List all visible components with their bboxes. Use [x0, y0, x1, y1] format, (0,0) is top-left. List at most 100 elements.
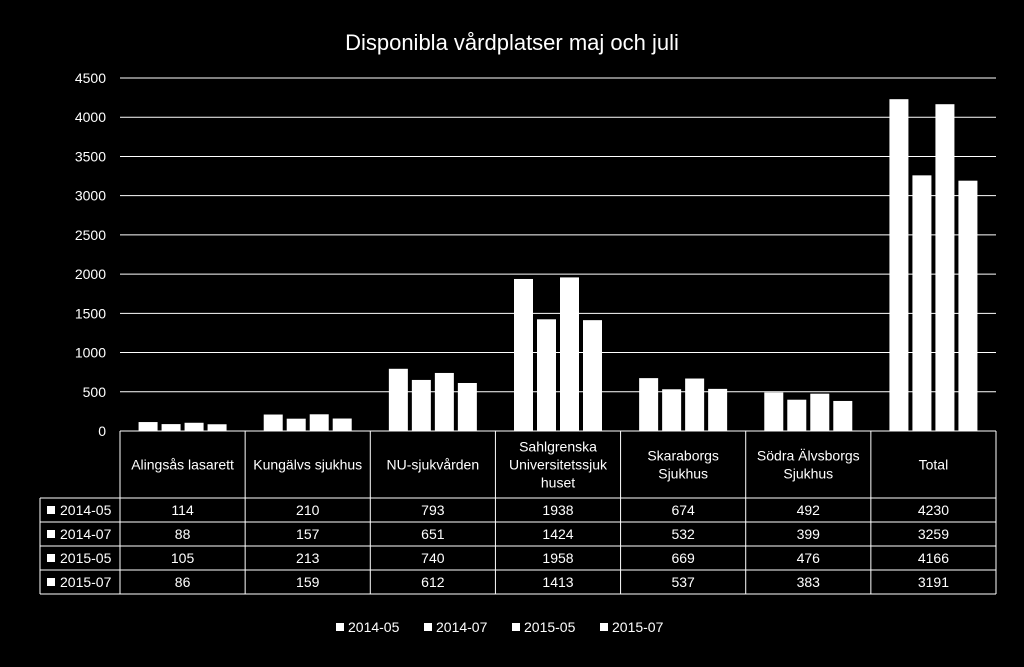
bar-2015-05-4 — [685, 378, 705, 431]
table-cell-value: 1413 — [542, 574, 573, 590]
bar-2014-07-3 — [537, 319, 556, 431]
table-cell-value: 537 — [671, 574, 695, 590]
table-cell-value: 532 — [671, 526, 695, 542]
category-label: Sjukhus — [783, 466, 833, 482]
bar-2015-05-6 — [935, 104, 955, 432]
category-label: Universitetssjuk — [509, 457, 608, 473]
table-cell-value: 1424 — [542, 526, 573, 542]
y-tick-label: 4000 — [75, 109, 106, 125]
table-cell-value: 1938 — [542, 502, 573, 518]
legend-label: 2015-05 — [524, 619, 576, 635]
legend-key — [424, 623, 432, 631]
row-legend-key — [47, 506, 55, 514]
data-table: Alingsås lasarett Kungälvs sjukhus NU-sjuk… — [39, 430, 997, 595]
table-cell-value: 399 — [797, 526, 821, 542]
bar-2014-07-6 — [912, 175, 932, 431]
row-series-label: 2014-07 — [60, 526, 112, 542]
y-tick-label: 2500 — [75, 227, 106, 243]
table-cell-value: 651 — [421, 526, 445, 542]
table-cell-value: 492 — [797, 502, 821, 518]
category-label: Alingsås lasarett — [131, 457, 234, 473]
y-tick-label: 1500 — [75, 305, 106, 321]
table-cell-value: 1958 — [542, 550, 573, 566]
table-cell-value: 674 — [671, 502, 695, 518]
row-series-label: 2014-05 — [60, 502, 112, 518]
y-tick-label: 0 — [98, 423, 106, 439]
row-series-label: 2015-05 — [60, 550, 112, 566]
table-cell-value: 157 — [296, 526, 320, 542]
table-cell-value: 793 — [421, 502, 445, 518]
table-cell-value: 476 — [797, 550, 821, 566]
bar-2015-05-5 — [810, 393, 830, 431]
y-tick-label: 1000 — [75, 345, 106, 361]
row-legend-key — [47, 530, 55, 538]
y-tick-label: 4500 — [75, 70, 106, 86]
category-label: huset — [541, 475, 575, 491]
y-tick-label: 500 — [83, 384, 107, 400]
y-tick-label: 3000 — [75, 188, 106, 204]
table-cell-value: 4230 — [918, 502, 949, 518]
legend-label: 2014-05 — [348, 619, 400, 635]
table-cell-value: 740 — [421, 550, 445, 566]
bar-2014-05-1 — [263, 414, 283, 431]
table-cell-value: 3259 — [918, 526, 949, 542]
bars — [138, 99, 978, 432]
table-cell-value: 3191 — [918, 574, 949, 590]
bar-2015-07-0 — [207, 424, 227, 431]
bar-2015-05-2 — [434, 372, 454, 431]
y-tick-label: 2000 — [75, 266, 106, 282]
table-cell-value: 210 — [296, 502, 320, 518]
bar-2014-07-0 — [161, 424, 181, 431]
category-label: Kungälvs sjukhus — [253, 457, 362, 473]
table-cell-value: 86 — [175, 574, 191, 590]
chart-title: Disponibla vårdplatser maj och juli — [345, 30, 679, 55]
row-legend-key — [47, 578, 55, 586]
table-cell-value: 4166 — [918, 550, 949, 566]
bar-2014-07-5 — [787, 399, 807, 431]
bar-2014-07-2 — [411, 379, 431, 431]
table-cell-value: 105 — [171, 550, 195, 566]
legend-key — [336, 623, 344, 631]
bar-2014-07-4 — [662, 389, 682, 431]
gridlines — [120, 77, 996, 432]
bar-2014-07-1 — [286, 418, 306, 431]
legend: 2014-05 2014-07 2015-05 2015-07 — [336, 619, 664, 635]
category-label: NU-sjukvården — [387, 457, 480, 473]
category-label: Södra Älvsborgs — [757, 448, 860, 464]
category-label: Total — [919, 457, 949, 473]
bar-2015-07-6 — [958, 180, 978, 431]
bar-2014-05-4 — [639, 378, 659, 431]
bar-2015-05-3 — [560, 277, 579, 431]
bar-2015-07-2 — [457, 382, 477, 431]
table-cell-value: 383 — [797, 574, 821, 590]
legend-key — [600, 623, 608, 631]
table-cell-value: 213 — [296, 550, 320, 566]
table-cell-value: 159 — [296, 574, 320, 590]
category-label: Skaraborgs — [647, 448, 719, 464]
legend-label: 2015-07 — [612, 619, 664, 635]
table-cell-value: 88 — [175, 526, 191, 542]
bar-2015-05-1 — [309, 414, 329, 431]
bar-2014-05-5 — [764, 392, 784, 431]
bar-2014-05-2 — [388, 368, 408, 431]
table-cell-value: 612 — [421, 574, 445, 590]
category-label: Sahlgrenska — [519, 439, 597, 455]
y-tick-label: 3500 — [75, 148, 106, 164]
bar-2015-07-5 — [833, 400, 853, 431]
row-legend-key — [47, 554, 55, 562]
table-cell-value: 669 — [671, 550, 695, 566]
category-label: Sjukhus — [658, 466, 708, 482]
y-axis-ticks: 0 500 1000 1500 2000 2500 3000 3500 4000 4500 — [75, 70, 106, 439]
bar-2015-07-3 — [583, 320, 602, 431]
bar-2014-05-3 — [514, 278, 533, 431]
bar-2014-05-0 — [138, 422, 158, 431]
row-series-label: 2015-07 — [60, 574, 112, 590]
bar-2014-05-6 — [889, 99, 909, 432]
bar-2015-07-1 — [332, 418, 352, 431]
table-cell-value: 114 — [171, 502, 194, 518]
bar-2015-05-0 — [184, 422, 204, 431]
legend-key — [512, 623, 520, 631]
legend-label: 2014-07 — [436, 619, 488, 635]
